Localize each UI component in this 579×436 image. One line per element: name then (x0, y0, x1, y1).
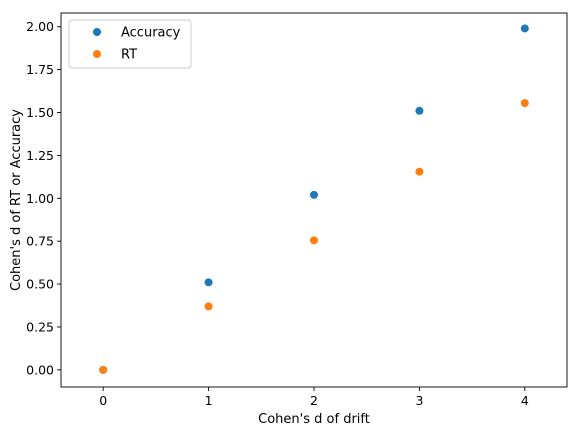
y-tick-label: 1.00 (26, 191, 54, 206)
x-tick-label: 3 (415, 393, 423, 408)
y-tick-label: 2.00 (26, 19, 54, 34)
y-tick-label: 1.75 (26, 62, 54, 77)
y-tick-label: 0.00 (26, 362, 54, 377)
y-tick-label: 1.50 (26, 105, 54, 120)
point-accuracy (520, 24, 529, 33)
data-points (99, 24, 529, 374)
y-axis-label: Cohen's d of RT or Accuracy (9, 109, 24, 291)
point-rt (520, 99, 529, 108)
point-rt (99, 365, 108, 374)
x-tick-label: 2 (310, 393, 318, 408)
point-rt (204, 302, 213, 311)
legend: Accuracy RT (68, 19, 192, 69)
legend-marker-rt (93, 50, 101, 58)
x-tick-label: 0 (99, 393, 107, 408)
x-axis-ticks: 0 1 2 3 4 (99, 387, 529, 408)
legend-label-rt: RT (121, 48, 137, 63)
y-tick-label: 0.25 (26, 319, 54, 334)
y-axis-ticks: 0.00 0.25 0.50 0.75 1.00 1.25 1.50 1.75 2.00 (26, 19, 61, 377)
point-accuracy (204, 278, 213, 287)
x-tick-label: 4 (521, 393, 529, 408)
legend-label-accuracy: Accuracy (121, 26, 181, 41)
point-accuracy (415, 106, 424, 115)
point-accuracy (310, 190, 318, 199)
point-rt (310, 236, 318, 245)
legend-marker-accuracy (93, 28, 101, 36)
point-rt (415, 167, 424, 176)
plot-frame (60, 12, 568, 388)
y-tick-label: 1.25 (26, 148, 54, 163)
x-tick-label: 1 (205, 393, 213, 408)
y-tick-label: 0.50 (26, 277, 54, 292)
x-axis-label: Cohen's d of drift (258, 412, 370, 427)
y-tick-label: 0.75 (26, 234, 54, 249)
